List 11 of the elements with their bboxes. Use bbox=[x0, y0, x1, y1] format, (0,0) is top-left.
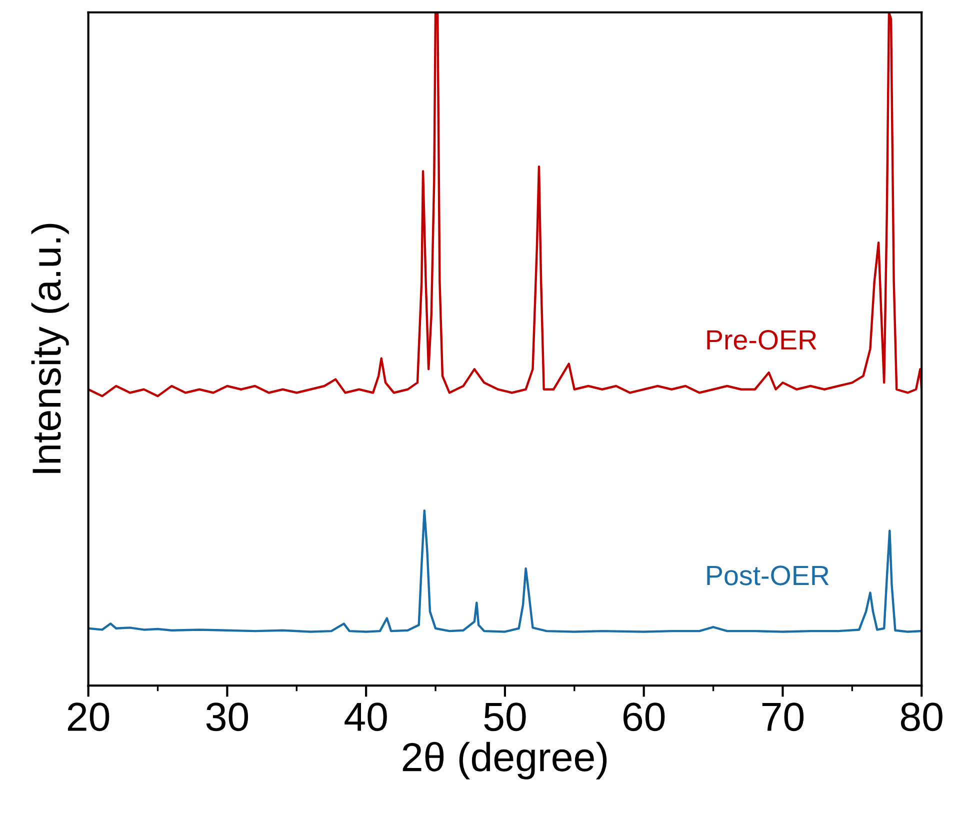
x-tick-label: 80 bbox=[900, 702, 942, 732]
x-tick-label: 70 bbox=[762, 702, 804, 732]
x-tick-label: 40 bbox=[344, 702, 387, 732]
x-tick-label: 20 bbox=[68, 702, 110, 732]
x-tick-label: 50 bbox=[484, 702, 526, 732]
series-label: Post-OER bbox=[707, 566, 829, 586]
x-axis-title: 2θ (degree) bbox=[402, 742, 607, 780]
x-tick-label: 60 bbox=[623, 702, 665, 732]
series-label: Pre-OER bbox=[707, 330, 816, 350]
y-axis-title: Intensity (a.u.) bbox=[31, 224, 69, 473]
x-tick-label: 30 bbox=[206, 702, 248, 732]
